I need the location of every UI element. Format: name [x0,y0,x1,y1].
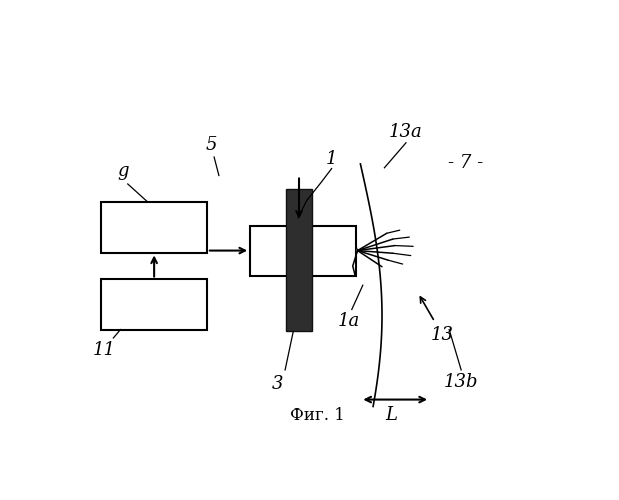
Bar [102,280,207,330]
Text: L: L [386,406,397,424]
Text: Фиг. 1: Фиг. 1 [290,407,345,424]
Text: 3: 3 [272,375,284,393]
Bar [250,226,355,276]
Text: g: g [117,162,129,180]
Text: 11: 11 [92,341,115,359]
Text: 13a: 13a [389,123,423,141]
Polygon shape [355,245,358,256]
Text: 13: 13 [430,326,454,344]
Text: 1a: 1a [337,312,360,330]
Text: - 7 -: - 7 - [448,154,483,172]
Bar [102,202,207,252]
Text: 13b: 13b [444,372,478,390]
Bar [286,189,313,332]
Text: 1: 1 [326,150,337,168]
Text: 5: 5 [206,136,217,154]
